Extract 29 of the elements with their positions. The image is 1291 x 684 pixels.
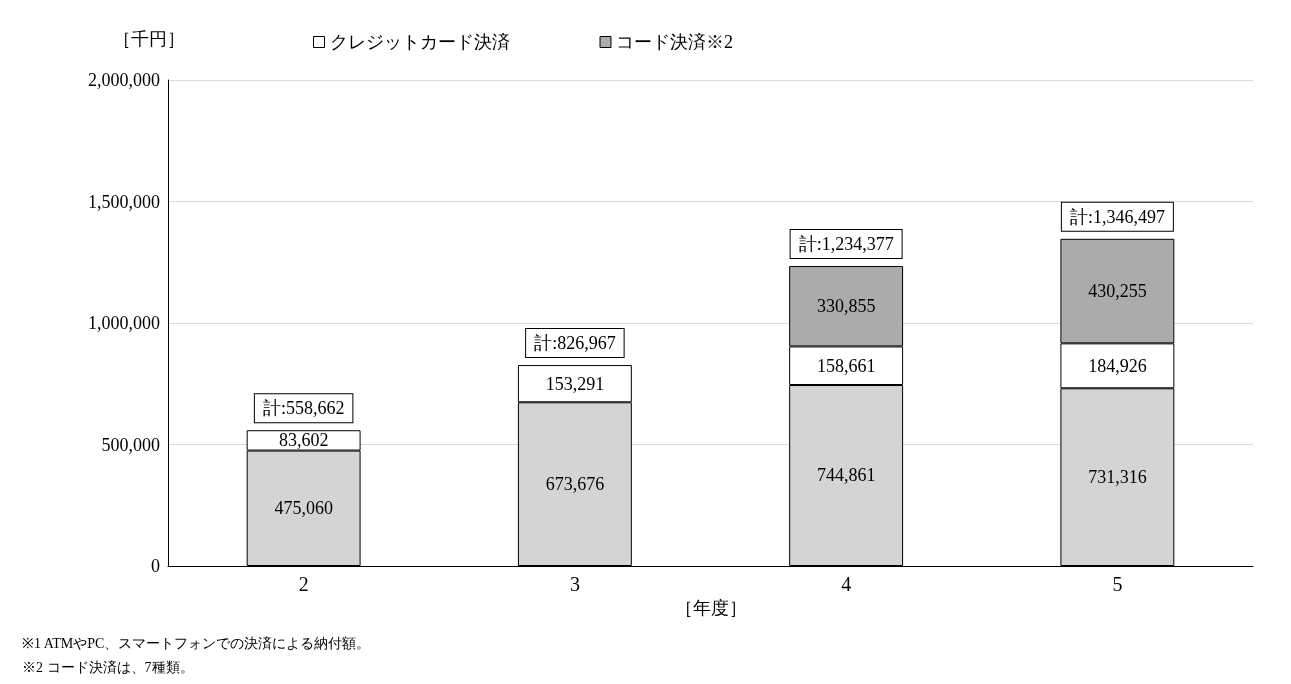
y-tick-label: 2,000,000 <box>88 70 160 90</box>
x-tick-label: 3 <box>569 573 580 595</box>
y-tick-label: 1,000,000 <box>88 313 160 333</box>
legend-label: クレジットカード決済 <box>329 32 510 52</box>
data-label: 330,855 <box>816 296 876 317</box>
y-axis-title: ［千円］ <box>113 29 185 49</box>
total-label: 計:826,967 <box>534 333 616 354</box>
data-label: 673,676 <box>545 474 605 495</box>
legend-label: コード決済※2 <box>616 32 733 52</box>
data-label: 744,861 <box>816 465 876 486</box>
data-label: 184,926 <box>1088 355 1147 376</box>
total-label: 計:558,662 <box>262 398 345 419</box>
x-axis-title: ［年度］ <box>674 597 747 618</box>
y-tick-label: 1,500,000 <box>88 191 160 212</box>
data-label: 83,602 <box>278 430 329 451</box>
data-label: 153,291 <box>545 373 605 394</box>
total-label: 計:1,346,497 <box>1069 206 1165 227</box>
data-label: 430,255 <box>1088 281 1147 302</box>
text: ※2 コード決済は、7種類。 <box>22 659 194 675</box>
y-tick-label: 500,000 <box>101 434 160 455</box>
text: ※1 ATMやPC、スマートフォンでの決済による納付額。 <box>22 635 371 651</box>
x-tick-label: 4 <box>841 573 852 595</box>
y-tick-label: 0 <box>151 556 160 576</box>
data-label: 475,060 <box>274 498 333 519</box>
data-label: 731,316 <box>1088 467 1147 488</box>
x-tick-label: 2 <box>298 573 309 595</box>
data-label: 158,661 <box>816 355 876 376</box>
total-label: 計:1,234,377 <box>798 234 894 255</box>
x-tick-label: 5 <box>1112 573 1123 595</box>
